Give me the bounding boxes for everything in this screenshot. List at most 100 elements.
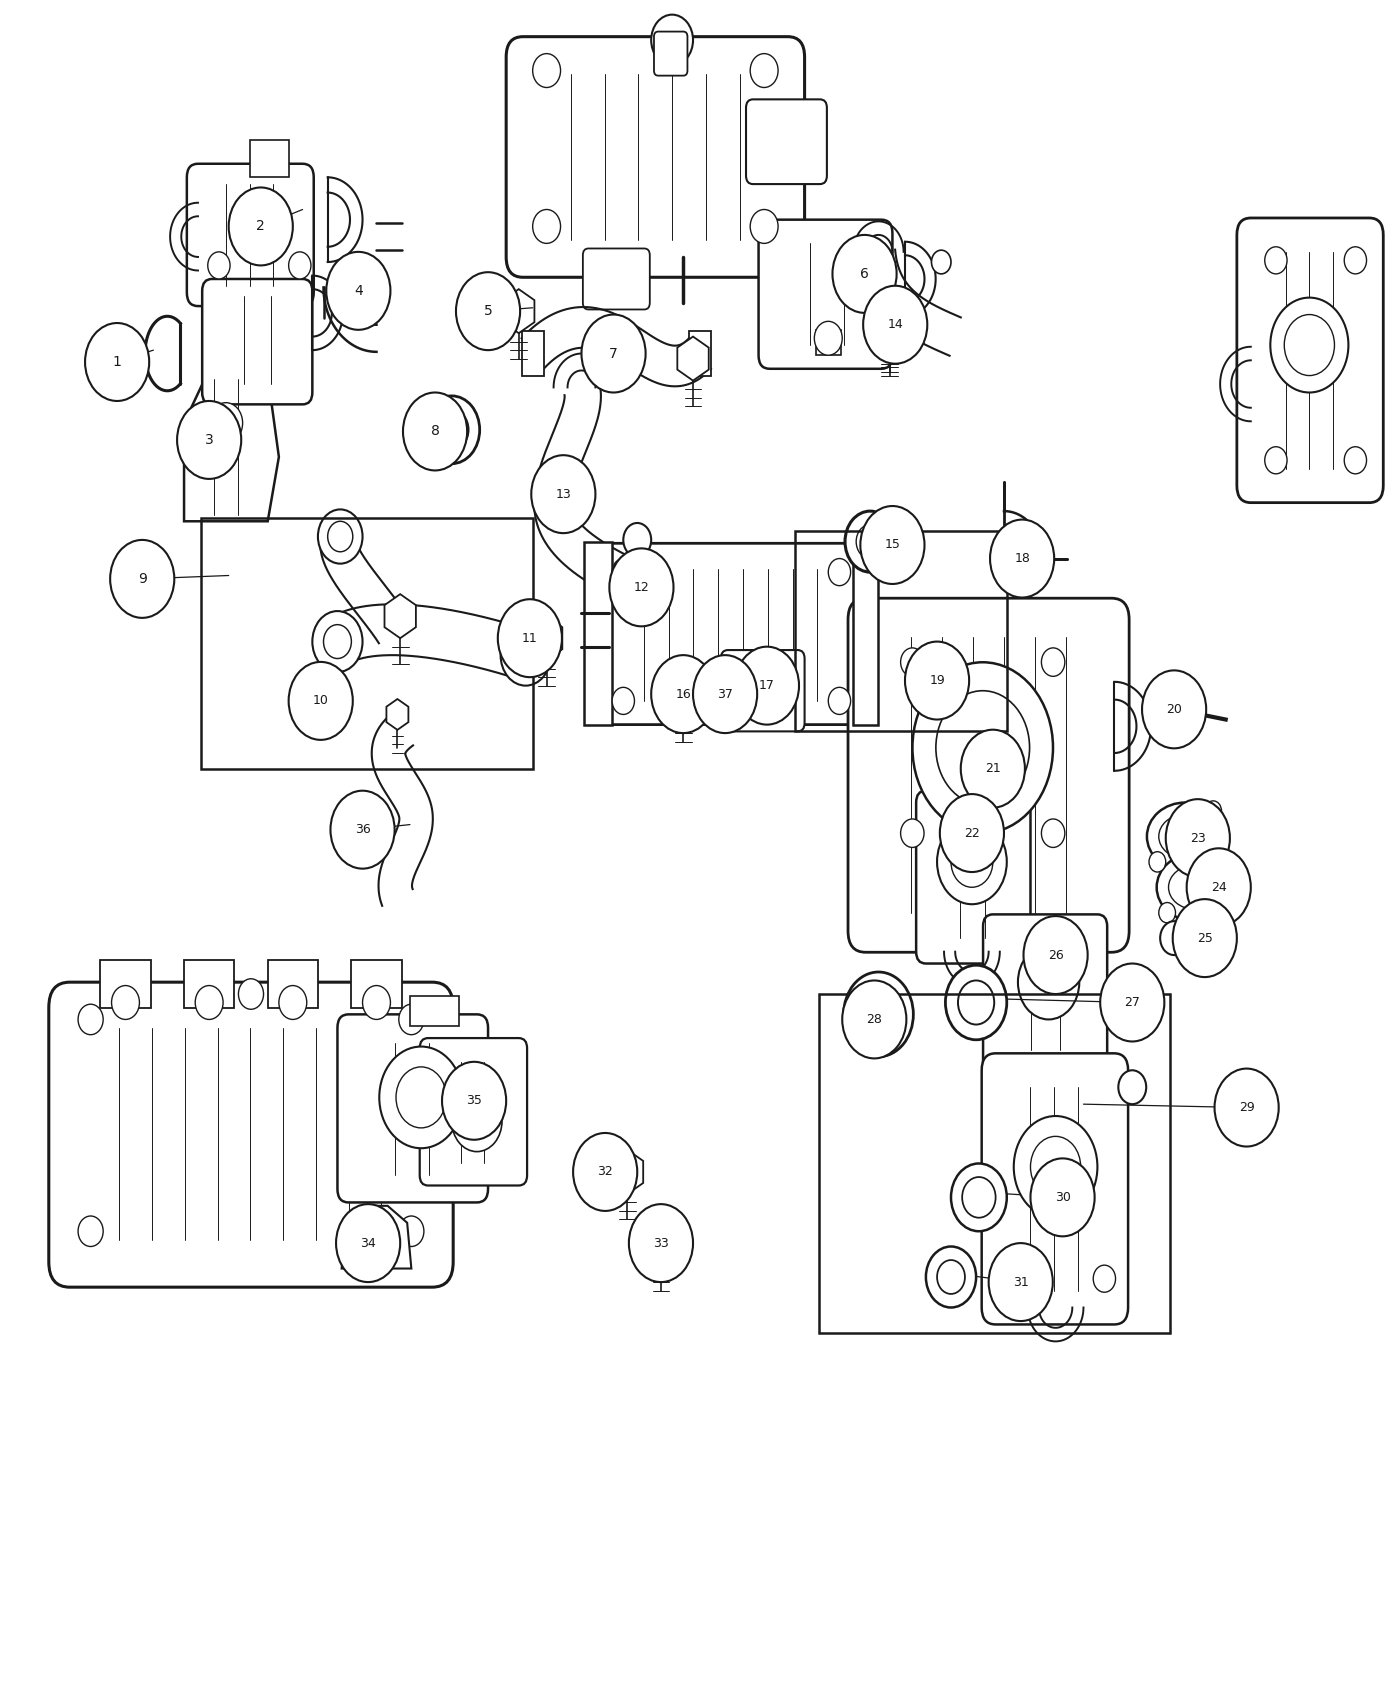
Circle shape <box>288 661 353 740</box>
Circle shape <box>935 690 1029 804</box>
Circle shape <box>435 410 469 450</box>
Circle shape <box>1030 1158 1095 1236</box>
Circle shape <box>399 1005 424 1035</box>
FancyBboxPatch shape <box>601 544 862 724</box>
Circle shape <box>176 401 241 479</box>
Circle shape <box>1161 921 1189 955</box>
Circle shape <box>209 403 242 444</box>
Circle shape <box>844 972 913 1057</box>
Ellipse shape <box>1159 814 1212 858</box>
Circle shape <box>581 314 645 393</box>
Circle shape <box>78 1216 104 1246</box>
Circle shape <box>1166 799 1229 877</box>
Text: 14: 14 <box>888 318 903 332</box>
Circle shape <box>960 729 1025 807</box>
Polygon shape <box>183 376 279 522</box>
Bar <box>886 529 911 556</box>
Circle shape <box>962 1176 995 1217</box>
Circle shape <box>279 986 307 1020</box>
Text: 36: 36 <box>354 823 371 836</box>
Ellipse shape <box>1147 802 1224 870</box>
Circle shape <box>609 549 673 626</box>
Circle shape <box>750 209 778 243</box>
Circle shape <box>1007 1265 1029 1292</box>
Polygon shape <box>531 615 563 660</box>
Circle shape <box>1205 801 1222 821</box>
Text: 22: 22 <box>965 826 980 840</box>
Text: 2: 2 <box>256 219 265 233</box>
Circle shape <box>207 252 230 279</box>
FancyBboxPatch shape <box>1236 218 1383 503</box>
Circle shape <box>424 396 480 464</box>
Circle shape <box>864 286 927 364</box>
Circle shape <box>78 1005 104 1035</box>
FancyBboxPatch shape <box>848 598 1130 952</box>
FancyBboxPatch shape <box>916 790 1030 964</box>
Circle shape <box>323 624 351 658</box>
Text: 24: 24 <box>1211 881 1226 894</box>
Polygon shape <box>342 1205 412 1268</box>
Circle shape <box>1093 1265 1116 1292</box>
Circle shape <box>735 646 799 724</box>
Bar <box>689 332 711 376</box>
Circle shape <box>403 393 468 471</box>
FancyBboxPatch shape <box>507 37 805 277</box>
Circle shape <box>399 1216 424 1246</box>
Text: 27: 27 <box>1124 996 1140 1010</box>
Circle shape <box>900 819 924 847</box>
Circle shape <box>904 641 969 719</box>
Circle shape <box>442 1062 507 1139</box>
Circle shape <box>293 666 349 734</box>
Circle shape <box>937 1260 965 1294</box>
Circle shape <box>336 1204 400 1282</box>
Circle shape <box>750 54 778 87</box>
Polygon shape <box>645 1221 676 1265</box>
Circle shape <box>937 819 1007 904</box>
Circle shape <box>931 250 951 274</box>
Bar <box>522 332 543 376</box>
Circle shape <box>988 1243 1053 1321</box>
Circle shape <box>498 598 561 677</box>
Text: 28: 28 <box>867 1013 882 1025</box>
Circle shape <box>238 979 263 1010</box>
Text: 23: 23 <box>1190 831 1205 845</box>
Circle shape <box>1159 903 1176 923</box>
Text: 34: 34 <box>360 1236 377 1249</box>
Circle shape <box>531 456 595 534</box>
Circle shape <box>501 624 550 685</box>
Polygon shape <box>612 1149 643 1193</box>
Circle shape <box>312 610 363 672</box>
Circle shape <box>379 1047 463 1148</box>
Circle shape <box>532 209 560 243</box>
Text: 17: 17 <box>759 678 774 692</box>
Text: 6: 6 <box>860 267 869 280</box>
Text: 25: 25 <box>1197 932 1212 945</box>
Circle shape <box>1119 1071 1147 1105</box>
Circle shape <box>861 507 924 585</box>
Text: 3: 3 <box>204 434 214 447</box>
Text: 4: 4 <box>354 284 363 298</box>
FancyBboxPatch shape <box>746 99 827 184</box>
Circle shape <box>629 1204 693 1282</box>
Text: 29: 29 <box>1239 1102 1254 1114</box>
Text: 15: 15 <box>885 539 900 551</box>
Circle shape <box>330 790 395 869</box>
Circle shape <box>1284 314 1334 376</box>
Circle shape <box>532 54 560 87</box>
Text: 1: 1 <box>112 355 122 369</box>
FancyBboxPatch shape <box>420 1039 526 1185</box>
Text: 13: 13 <box>556 488 571 502</box>
Circle shape <box>1264 447 1287 474</box>
Circle shape <box>911 646 967 714</box>
Circle shape <box>651 15 693 66</box>
Circle shape <box>1344 447 1366 474</box>
Text: 19: 19 <box>930 675 945 687</box>
FancyBboxPatch shape <box>721 649 805 731</box>
Circle shape <box>858 989 899 1040</box>
Circle shape <box>318 510 363 564</box>
Polygon shape <box>678 337 708 381</box>
Circle shape <box>112 986 140 1020</box>
Circle shape <box>1042 819 1065 847</box>
Text: 20: 20 <box>1166 702 1182 716</box>
Circle shape <box>958 981 994 1025</box>
